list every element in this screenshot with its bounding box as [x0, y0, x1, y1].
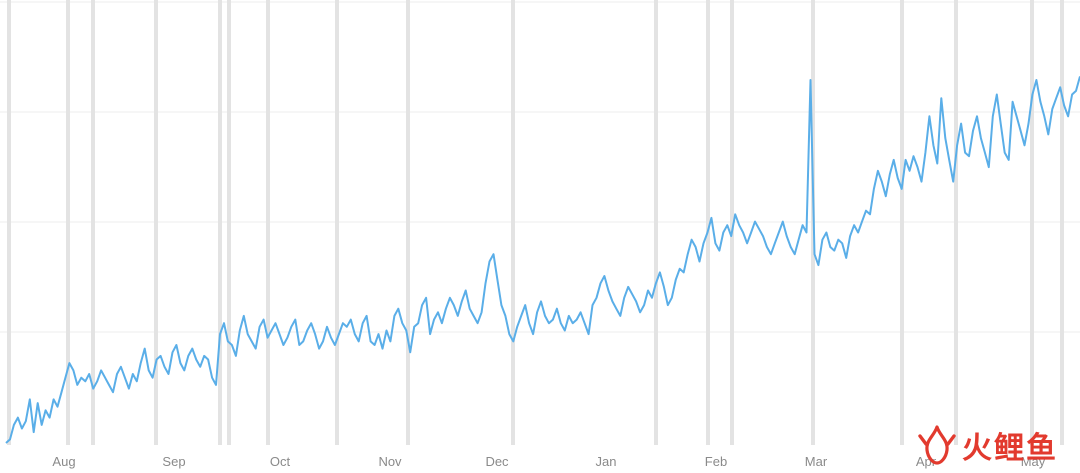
watermark-text: 火鲤鱼	[962, 431, 1058, 466]
x-axis-tick-labels: Aug Sep Oct Nov Dec Jan Feb Mar Apr May	[52, 454, 1045, 469]
x-tick-label-apr: Apr	[916, 454, 937, 469]
watermark-logo: 火鲤鱼	[914, 423, 1058, 467]
x-tick-label-aug: Aug	[52, 454, 75, 469]
series-line-layer	[5, 76, 1080, 444]
x-tick-label-nov: Nov	[378, 454, 402, 469]
vertical-band-6	[266, 0, 270, 445]
vertical-band-12	[730, 0, 734, 445]
vertical-band-7	[335, 0, 339, 445]
vertical-band-0	[7, 0, 11, 445]
x-tick-label-may: May	[1021, 454, 1046, 469]
vertical-band-9	[511, 0, 515, 445]
flame-logo-icon	[918, 425, 956, 465]
vertical-band-8	[406, 0, 410, 445]
vertical-band-16	[1030, 0, 1034, 445]
x-tick-label-mar: Mar	[805, 454, 828, 469]
x-tick-label-dec: Dec	[485, 454, 509, 469]
vertical-band-17	[1060, 0, 1064, 445]
vertical-band-2	[91, 0, 95, 445]
vertical-band-3	[154, 0, 158, 445]
vertical-band-1	[66, 0, 70, 445]
x-tick-label-feb: Feb	[705, 454, 727, 469]
vertical-band-5	[227, 0, 231, 445]
x-tick-label-sep: Sep	[162, 454, 185, 469]
vertical-band-15	[954, 0, 958, 445]
x-tick-label-oct: Oct	[270, 454, 291, 469]
vertical-band-14	[900, 0, 904, 445]
series-line	[5, 76, 1080, 444]
x-tick-label-jan: Jan	[596, 454, 617, 469]
vertical-band-11	[706, 0, 710, 445]
vertical-band-4	[218, 0, 222, 445]
vertical-band-10	[654, 0, 658, 445]
